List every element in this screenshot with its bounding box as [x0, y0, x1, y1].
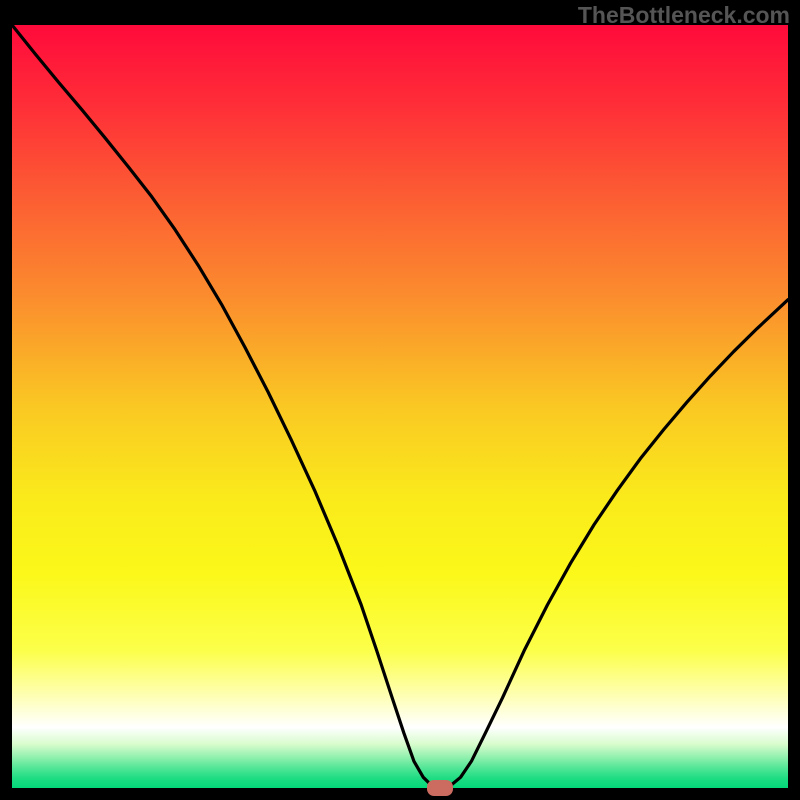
watermark-text: TheBottleneck.com — [578, 2, 790, 29]
chart-root: TheBottleneck.com — [0, 0, 800, 800]
bottleneck-curve — [12, 25, 788, 788]
plot-area — [12, 25, 788, 788]
optimum-marker — [427, 780, 453, 796]
